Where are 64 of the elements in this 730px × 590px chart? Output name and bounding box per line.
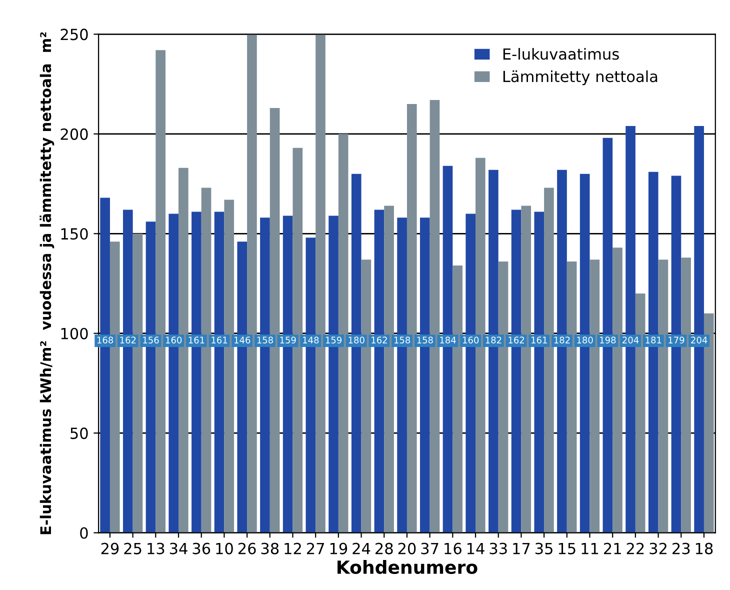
x-tick-label: 22 xyxy=(626,542,644,554)
y-tick-label: 50 xyxy=(70,428,88,440)
data-label: 182 xyxy=(554,336,570,344)
data-label: 161 xyxy=(188,336,204,344)
x-tick-label: 33 xyxy=(490,542,507,554)
x-tick-label: 37 xyxy=(421,542,438,554)
data-label: 168 xyxy=(97,336,114,344)
data-label: 180 xyxy=(577,336,593,344)
x-tick-label: 11 xyxy=(582,542,598,554)
data-label: 198 xyxy=(600,336,616,344)
x-tick-label: 19 xyxy=(330,542,348,554)
data-label: 159 xyxy=(280,336,296,344)
x-tick-label: 10 xyxy=(216,542,233,554)
y-tick-label: 150 xyxy=(61,228,88,240)
data-label: 162 xyxy=(508,336,524,344)
x-tick-label: 14 xyxy=(467,542,484,554)
x-tick-label: 29 xyxy=(101,542,119,554)
x-tick-label: 36 xyxy=(192,542,210,554)
x-tick-label: 13 xyxy=(148,542,164,554)
y-tick-label: 250 xyxy=(60,28,88,40)
y-tick-label: 100 xyxy=(61,328,88,340)
x-tick-label: 26 xyxy=(238,542,256,554)
x-tick-label: 12 xyxy=(284,542,301,554)
data-label: 161 xyxy=(532,336,547,344)
x-tick-label: 25 xyxy=(124,542,142,554)
data-label: 162 xyxy=(120,336,136,344)
data-label: 184 xyxy=(440,336,456,344)
x-tick-label: 34 xyxy=(170,542,188,554)
data-label: 146 xyxy=(234,336,250,344)
x-tick-label: 20 xyxy=(398,542,416,554)
x-tick-label: 17 xyxy=(513,542,530,554)
x-tick-label: 32 xyxy=(650,542,666,554)
y-tick-label: 200 xyxy=(60,128,88,140)
data-label: 161 xyxy=(212,336,228,344)
data-label: 182 xyxy=(486,336,502,344)
data-label: 160 xyxy=(462,336,479,344)
data-label: 158 xyxy=(257,336,273,344)
data-label: 181 xyxy=(646,336,662,344)
data-label: 179 xyxy=(668,336,684,344)
x-tick-label: 15 xyxy=(558,542,576,554)
x-tick-label: 27 xyxy=(306,542,324,554)
x-tick-label: 35 xyxy=(535,542,552,554)
x-tick-label: 21 xyxy=(604,542,621,554)
data-label: 204 xyxy=(691,336,708,344)
data-label: 148 xyxy=(303,336,319,344)
x-axis-title: Kohdenumero xyxy=(338,560,478,574)
x-tick-label: 38 xyxy=(261,542,279,554)
legend-label: E-lukuvaatimus xyxy=(503,48,619,60)
y-tick-label: 0 xyxy=(80,527,88,539)
data-label: 158 xyxy=(394,336,410,344)
y-axis-title: E-lukuvaatimus kWh/m² vuodessa ja lämmitetty nettoala m² xyxy=(40,32,54,534)
data-label: 162 xyxy=(372,336,387,344)
data-label: 204 xyxy=(622,336,639,344)
x-tick-label: 28 xyxy=(376,542,393,554)
data-label: 156 xyxy=(143,336,159,344)
x-tick-label: 16 xyxy=(444,542,462,554)
data-label: 160 xyxy=(166,336,182,344)
x-tick-label: 23 xyxy=(672,542,690,554)
data-label: 180 xyxy=(348,336,364,344)
data-label: 158 xyxy=(417,336,433,344)
x-tick-label: 24 xyxy=(352,542,370,554)
legend-label: Lämmitetty nettoala xyxy=(503,70,658,86)
data-label: 159 xyxy=(326,336,342,344)
x-tick-label: 18 xyxy=(696,542,713,554)
